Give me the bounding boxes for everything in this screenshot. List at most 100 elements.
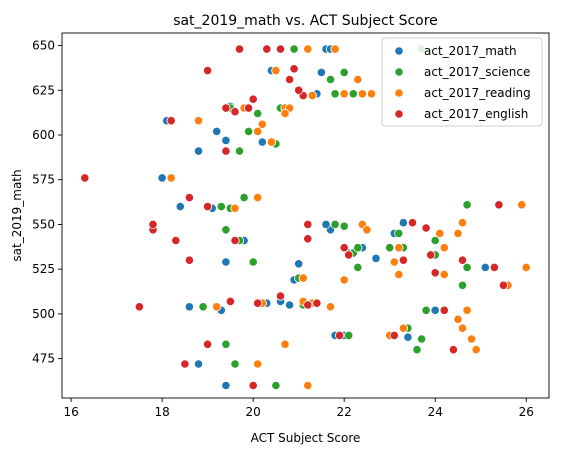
data-point [394, 243, 404, 253]
data-point [248, 94, 258, 104]
data-point [248, 380, 258, 391]
data-point [248, 257, 258, 267]
data-point [289, 64, 299, 74]
data-point [298, 273, 308, 283]
legend-marker [394, 109, 404, 119]
y-tick-label: 650 [32, 39, 55, 53]
data-point [339, 243, 349, 253]
y-tick-label: 600 [32, 128, 55, 142]
data-point [521, 262, 531, 272]
data-point [494, 200, 504, 210]
data-point [221, 339, 231, 349]
data-point [221, 135, 231, 145]
legend-label: act_2017_english [424, 107, 528, 121]
data-point [339, 275, 349, 285]
data-point [230, 107, 240, 117]
y-tick-label: 525 [32, 262, 55, 276]
data-point [234, 146, 245, 156]
data-point [280, 108, 290, 119]
x-axis-label: ACT Subject Score [251, 431, 361, 445]
data-point [193, 359, 204, 369]
data-point [148, 219, 158, 229]
data-point [284, 300, 295, 310]
data-point [230, 235, 240, 246]
data-point [253, 108, 263, 119]
data-point [339, 67, 349, 78]
data-point [166, 173, 176, 183]
data-point [294, 259, 304, 269]
data-point [253, 193, 263, 203]
data-point [339, 89, 349, 99]
data-point [398, 255, 408, 265]
data-point [344, 250, 354, 260]
data-point [398, 323, 408, 333]
data-point [439, 243, 449, 253]
axis-frame [61, 32, 550, 399]
data-point [316, 67, 326, 78]
data-point [394, 269, 404, 280]
y-tick-label: 475 [32, 352, 55, 366]
legend-marker [394, 46, 404, 56]
data-point [466, 334, 477, 344]
data-point [462, 200, 472, 210]
legend-marker [394, 88, 404, 98]
data-point [303, 219, 313, 229]
data-point [275, 44, 286, 54]
data-point [453, 228, 463, 238]
data-point [175, 202, 185, 212]
data-point [266, 137, 276, 147]
legend: act_2017_math act_2017_science act_2017_re… [381, 37, 543, 127]
data-point [330, 89, 340, 99]
data-point [184, 302, 194, 312]
data-point [271, 66, 281, 76]
data-point [262, 44, 272, 54]
data-point [184, 193, 194, 203]
data-point [212, 126, 222, 136]
legend-label: act_2017_math [424, 44, 517, 58]
data-point [321, 219, 331, 229]
data-point [257, 119, 267, 129]
data-point [439, 305, 449, 315]
data-point [289, 44, 299, 54]
data-point [330, 219, 340, 229]
data-point [453, 314, 463, 324]
data-point [253, 359, 263, 369]
data-point [230, 359, 240, 369]
data-point [498, 280, 509, 290]
data-point [303, 300, 313, 310]
data-point [439, 269, 449, 280]
data-point [489, 262, 499, 272]
data-point [230, 203, 240, 213]
data-point [216, 202, 226, 212]
data-point [334, 330, 345, 340]
data-point [221, 103, 231, 113]
data-point [184, 255, 194, 265]
chart-title: sat_2019_math vs. ACT Subject Score [173, 13, 438, 29]
data-point [180, 359, 190, 369]
data-point [457, 280, 468, 290]
data-point [171, 235, 181, 246]
series-act_2017_english [80, 44, 509, 391]
x-tick-label: 26 [519, 405, 534, 419]
data-point [325, 302, 336, 312]
data-point [330, 44, 340, 54]
x-tick-label: 22 [337, 405, 352, 419]
data-point [239, 193, 249, 203]
data-point [221, 257, 231, 267]
data-point [462, 262, 472, 272]
data-point [157, 173, 167, 183]
data-point [221, 225, 231, 235]
data-point [221, 380, 231, 391]
x-tick-label: 18 [154, 405, 169, 419]
y-axis-label: sat_2019_math [10, 169, 24, 261]
data-point [462, 305, 472, 315]
data-point [271, 380, 281, 391]
data-point [371, 253, 381, 263]
data-point [339, 221, 349, 231]
data-point [325, 74, 336, 85]
data-point [457, 218, 468, 228]
data-point [203, 339, 213, 349]
y-tick-label: 575 [32, 173, 55, 187]
data-point [353, 74, 363, 85]
